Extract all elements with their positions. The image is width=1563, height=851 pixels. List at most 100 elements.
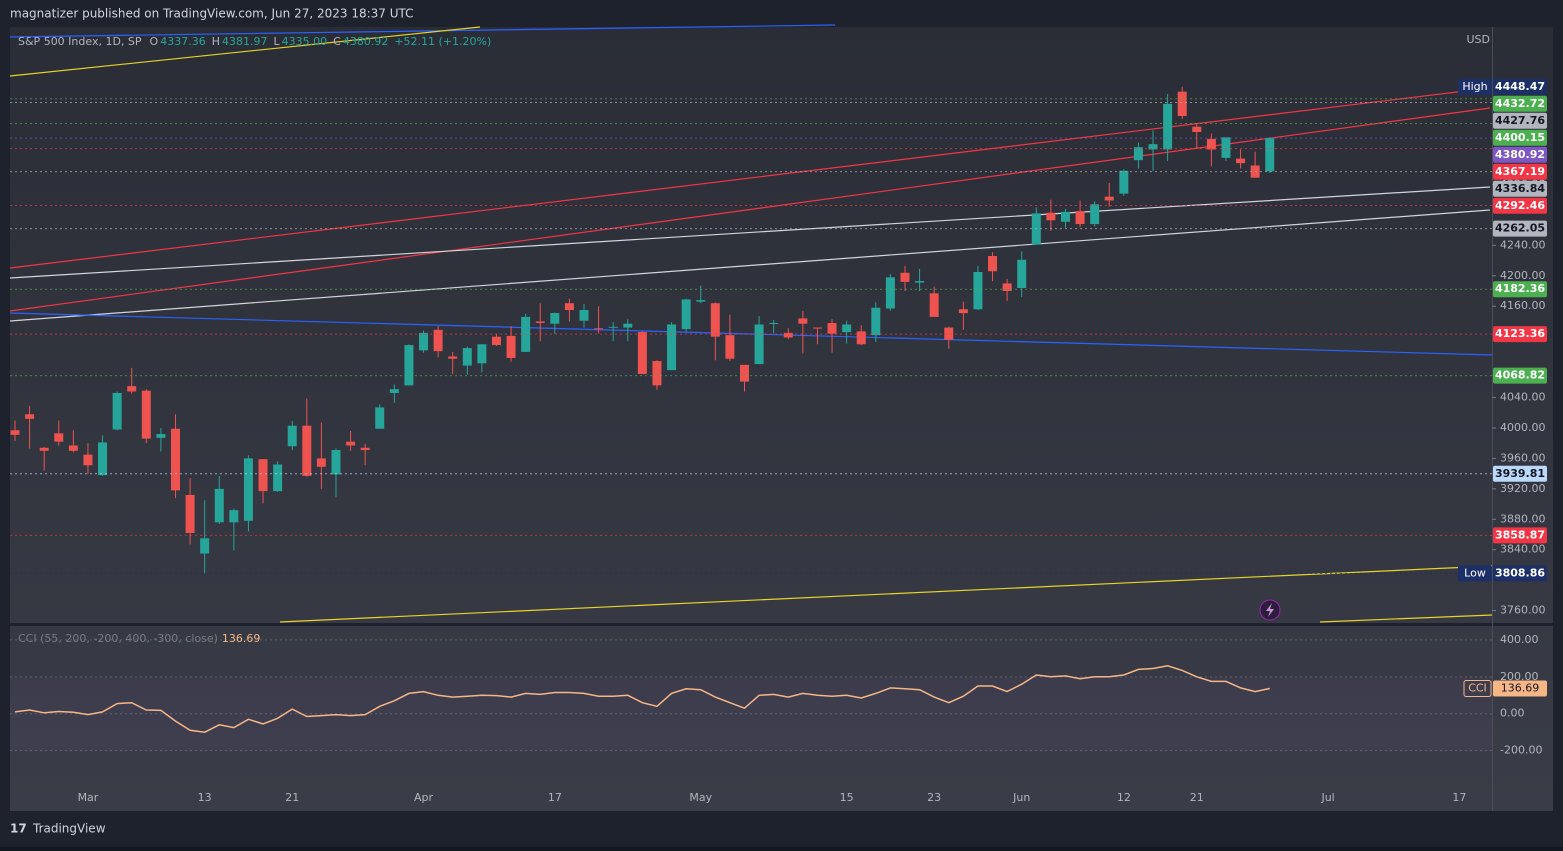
x-tick-label: 21 — [1190, 791, 1204, 804]
y-tick-label: 3880.00 — [1500, 512, 1546, 525]
x-tick-label: 21 — [285, 791, 299, 804]
price-tag-label: Low — [1464, 566, 1486, 579]
price-badge-label: 4336.84 — [1495, 182, 1545, 195]
symbol: S&P 500 Index, 1D, SP — [18, 35, 142, 48]
candle-body — [944, 327, 954, 340]
candle-body — [637, 332, 647, 374]
candle-body — [491, 336, 501, 346]
trend-line — [9, 26, 481, 77]
candle-body — [842, 324, 852, 333]
y-tick-label: 3760.00 — [1500, 604, 1546, 617]
candle-body — [1236, 158, 1246, 164]
candle-body — [258, 459, 268, 492]
price-badge — [1493, 129, 1547, 146]
price-badge-label: 3939.81 — [1495, 467, 1545, 480]
candle-body — [769, 322, 779, 324]
candle-body — [1133, 147, 1143, 161]
candle-body — [871, 307, 881, 336]
y-tick-label: 4040.00 — [1500, 391, 1546, 404]
price-badge — [1493, 95, 1547, 112]
price-badge — [1493, 197, 1547, 214]
price-badge — [1493, 78, 1547, 95]
ohlc-value: 4381.97 — [222, 35, 268, 48]
cci-tag-label: CCI — [1468, 682, 1487, 695]
candle-body — [929, 293, 939, 317]
candle-body — [98, 442, 108, 476]
candle-body — [754, 324, 764, 365]
candle-body — [550, 313, 560, 324]
candle-body — [973, 272, 983, 310]
candle-body — [1163, 103, 1173, 150]
price-badge-label: 4292.46 — [1495, 199, 1545, 212]
candle-body — [1104, 196, 1114, 201]
candle-body — [331, 450, 341, 475]
candle-body — [740, 364, 749, 382]
candle-body — [1002, 283, 1012, 292]
candle-body — [404, 345, 414, 386]
trend-line — [9, 24, 836, 38]
candle-body — [900, 272, 910, 282]
y-tick-label: 4240.00 — [1500, 238, 1546, 251]
price-badge-label: 4400.15 — [1495, 131, 1545, 144]
candle-body — [229, 510, 239, 523]
candle-body — [667, 324, 677, 371]
candle-body — [1090, 204, 1100, 225]
candle-body — [170, 428, 180, 491]
price-badge-label: 3858.87 — [1495, 528, 1545, 541]
cci-legend-value: 136.69 — [222, 632, 261, 645]
price-badge — [1493, 180, 1547, 197]
footer-brand: TradingView — [32, 822, 106, 836]
price-badge-label: 4182.36 — [1495, 282, 1545, 295]
change: +52.11 (+1.20%) — [394, 35, 491, 48]
candle-body — [185, 494, 195, 533]
x-tick-label: 17 — [1452, 791, 1466, 804]
trend-line — [9, 107, 1491, 312]
candle-body — [594, 328, 604, 330]
x-tick-label: 13 — [198, 791, 212, 804]
candle-body — [798, 318, 808, 324]
ohlc-key: H — [212, 35, 220, 48]
candle-body — [652, 361, 662, 386]
candle-body — [885, 277, 895, 309]
candle-body — [1221, 137, 1231, 158]
y-tick-label: 4000.00 — [1500, 421, 1546, 434]
price-tag — [1458, 78, 1492, 95]
candle-body — [433, 329, 443, 352]
candle-body — [141, 390, 151, 439]
x-tick-label: Jul — [1320, 791, 1334, 804]
trend-line — [1319, 614, 1493, 623]
x-tick-label: May — [689, 791, 712, 804]
candle-body — [419, 332, 429, 351]
chart-area — [10, 27, 1553, 811]
candle-body — [783, 332, 793, 338]
x-tick-label: 12 — [1117, 791, 1131, 804]
candle-body — [448, 356, 458, 359]
ohlc-key: C — [333, 35, 341, 48]
candle-body — [302, 425, 312, 476]
y-tick-label: 3920.00 — [1500, 482, 1546, 495]
price-badge — [1493, 367, 1547, 384]
candle-body — [25, 414, 35, 419]
logo-mark: 17 — [10, 822, 27, 836]
x-tick-label: 23 — [927, 791, 941, 804]
candle-body — [710, 303, 720, 337]
y-tick-label: 0.00 — [1500, 707, 1525, 720]
candle-body — [287, 425, 297, 447]
cci-line — [14, 665, 1270, 733]
candle-body — [273, 464, 283, 492]
y-tick-label: 4160.00 — [1500, 299, 1546, 312]
trend-line — [9, 186, 1491, 279]
currency: USD — [1466, 33, 1490, 46]
candle-body — [1148, 144, 1158, 150]
trend-line — [279, 565, 1493, 623]
price-badge-label: 4432.72 — [1495, 97, 1545, 110]
candle-body — [200, 538, 210, 554]
candle-body — [579, 310, 589, 321]
candle-body — [214, 488, 224, 523]
x-tick-label: 15 — [840, 791, 854, 804]
publisher: magnatizer published on TradingView.com,… — [10, 7, 414, 21]
price-badge — [1493, 326, 1547, 343]
candle-body — [360, 447, 370, 451]
candle-body — [725, 335, 735, 359]
candle-body — [316, 458, 326, 467]
